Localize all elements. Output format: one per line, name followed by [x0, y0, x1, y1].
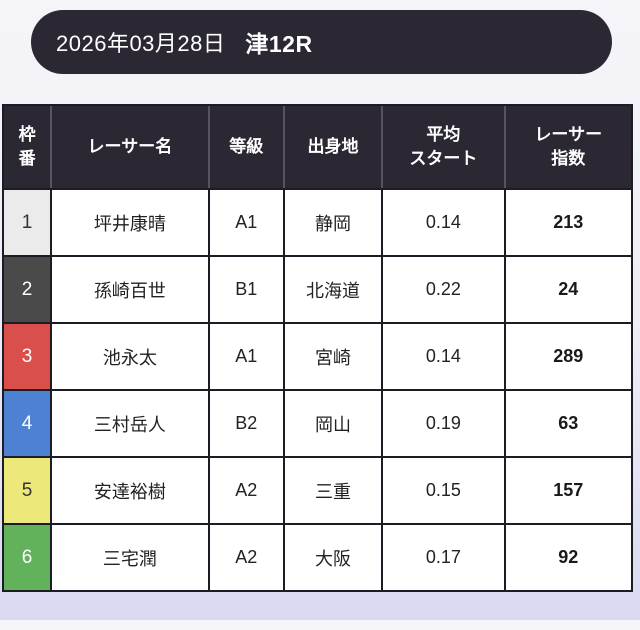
birthplace-cell: 静岡 — [282, 188, 382, 255]
racer-index-cell: 63 — [503, 389, 631, 456]
grade-cell: A1 — [207, 322, 283, 389]
grade-cell: A1 — [207, 188, 283, 255]
col-header-birthplace: 出身地 — [282, 106, 382, 188]
birthplace-cell: 北海道 — [282, 255, 382, 322]
racer-name-cell: 池永太 — [50, 322, 208, 389]
frame-number-cell: 1 — [4, 188, 51, 255]
birthplace-cell: 岡山 — [282, 389, 382, 456]
avg-start-cell: 0.14 — [381, 188, 504, 255]
grade-cell: A2 — [207, 523, 283, 590]
grade-cell: A2 — [207, 456, 283, 523]
racer-name-cell: 三宅潤 — [50, 523, 208, 590]
col-header-racer-name: レーサー名 — [50, 106, 208, 188]
frame-number-cell: 6 — [4, 523, 51, 590]
racer-name-cell: 三村岳人 — [50, 389, 208, 456]
racer-index-cell: 24 — [503, 255, 631, 322]
table-row: 1 坪井康晴 A1 静岡 0.14 213 — [4, 188, 631, 255]
col-header-avg-start: 平均 スタート — [381, 106, 504, 188]
birthplace-cell: 大阪 — [282, 523, 382, 590]
racer-index-cell: 289 — [503, 322, 631, 389]
frame-number-cell: 2 — [4, 255, 51, 322]
avg-start-cell: 0.19 — [381, 389, 504, 456]
race-name: 津12R — [245, 31, 313, 57]
racer-name-cell: 坪井康晴 — [50, 188, 208, 255]
grade-cell: B2 — [207, 389, 283, 456]
col-header-racer-index: レーサー 指数 — [503, 106, 631, 188]
col-header-grade: 等級 — [207, 106, 283, 188]
frame-number-cell: 4 — [4, 389, 51, 456]
table-header-row: 枠 番 レーサー名 等級 出身地 平均 スタート レーサー 指数 — [4, 106, 631, 188]
birthplace-cell: 宮崎 — [282, 322, 382, 389]
race-date: 2026年03月28日 — [56, 31, 226, 56]
racer-name-cell: 孫崎百世 — [50, 255, 208, 322]
table-row: 6 三宅潤 A2 大阪 0.17 92 — [4, 523, 631, 590]
avg-start-cell: 0.14 — [381, 322, 504, 389]
frame-number-cell: 5 — [4, 456, 51, 523]
racer-table: 枠 番 レーサー名 等級 出身地 平均 スタート レーサー 指数 1 坪井康晴 … — [2, 104, 633, 592]
avg-start-cell: 0.17 — [381, 523, 504, 590]
race-banner: 2026年03月28日 津12R — [31, 10, 612, 74]
col-header-frame-number: 枠 番 — [4, 106, 51, 188]
birthplace-cell: 三重 — [282, 456, 382, 523]
grade-cell: B1 — [207, 255, 283, 322]
racer-name-cell: 安達裕樹 — [50, 456, 208, 523]
table-row: 2 孫崎百世 B1 北海道 0.22 24 — [4, 255, 631, 322]
racer-index-cell: 213 — [503, 188, 631, 255]
table-row: 5 安達裕樹 A2 三重 0.15 157 — [4, 456, 631, 523]
racer-index-cell: 157 — [503, 456, 631, 523]
avg-start-cell: 0.15 — [381, 456, 504, 523]
table-row: 4 三村岳人 B2 岡山 0.19 63 — [4, 389, 631, 456]
frame-number-cell: 3 — [4, 322, 51, 389]
avg-start-cell: 0.22 — [381, 255, 504, 322]
racer-index-cell: 92 — [503, 523, 631, 590]
table-row: 3 池永太 A1 宮崎 0.14 289 — [4, 322, 631, 389]
